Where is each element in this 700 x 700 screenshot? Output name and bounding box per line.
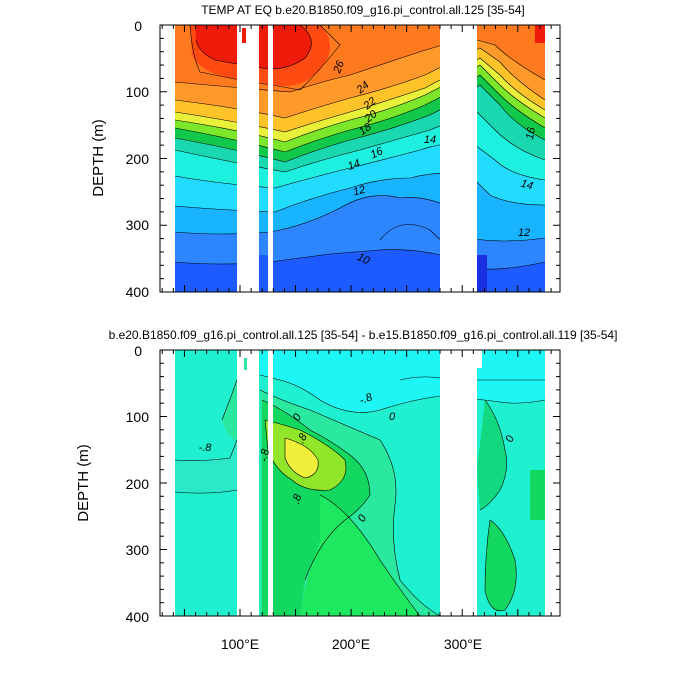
- contour-label: 16: [524, 126, 538, 141]
- bottom-y-tick-labels: 0 100 200 300 400: [126, 343, 150, 625]
- contour-label: 14: [519, 178, 534, 193]
- y-tick-label: 0: [134, 18, 142, 34]
- contour-label: 12: [352, 184, 367, 199]
- contour-label: 10: [355, 251, 372, 267]
- contour-label: 0: [503, 433, 517, 444]
- bottom-contour-field: [160, 350, 560, 616]
- bottom-axis-ticks: [160, 349, 560, 617]
- bottom-x-tick-labels: 100°E 200°E 300°E: [221, 636, 482, 652]
- top-y-axis-label: DEPTH (m): [90, 119, 107, 197]
- contour-label: 26: [331, 58, 347, 75]
- contour-label: -.8: [358, 391, 375, 407]
- bottom-y-axis-label: DEPTH (m): [75, 444, 92, 522]
- contour-label: 12: [518, 227, 530, 239]
- top-y-tick-labels: 0 100 200 300 400: [126, 18, 150, 300]
- bottom-chart-title: b.e20.B1850.f09_g16.pi_control.all.125 […: [109, 328, 618, 342]
- y-tick-label: 400: [126, 284, 150, 300]
- x-tick-label: 100°E: [221, 636, 259, 652]
- x-tick-label: 300°E: [444, 636, 482, 652]
- y-tick-label: 200: [126, 151, 150, 167]
- y-tick-label: 0: [134, 343, 142, 359]
- top-axis-ticks: [160, 24, 560, 293]
- top-contour-field: [160, 25, 560, 292]
- y-tick-label: 400: [126, 609, 150, 625]
- contour-label: 14: [346, 157, 362, 172]
- y-tick-label: 200: [126, 476, 150, 492]
- contour-label: 14: [424, 134, 436, 146]
- y-tick-label: 100: [126, 84, 150, 100]
- top-chart-title: TEMP AT EQ b.e20.B1850.f09_g16.pi_contro…: [201, 3, 525, 17]
- contour-label: -.8: [199, 442, 213, 454]
- contour-label: 16: [369, 145, 386, 161]
- contour-label: 0: [389, 411, 396, 423]
- y-tick-label: 300: [126, 542, 150, 558]
- y-tick-label: 300: [126, 217, 150, 233]
- contour-label: -.8: [258, 447, 272, 463]
- bottom-contour-labels: -.8 -.8 0 .8 0 .8 -.8 0 0: [199, 391, 518, 524]
- y-tick-label: 100: [126, 409, 150, 425]
- x-tick-label: 200°E: [332, 636, 370, 652]
